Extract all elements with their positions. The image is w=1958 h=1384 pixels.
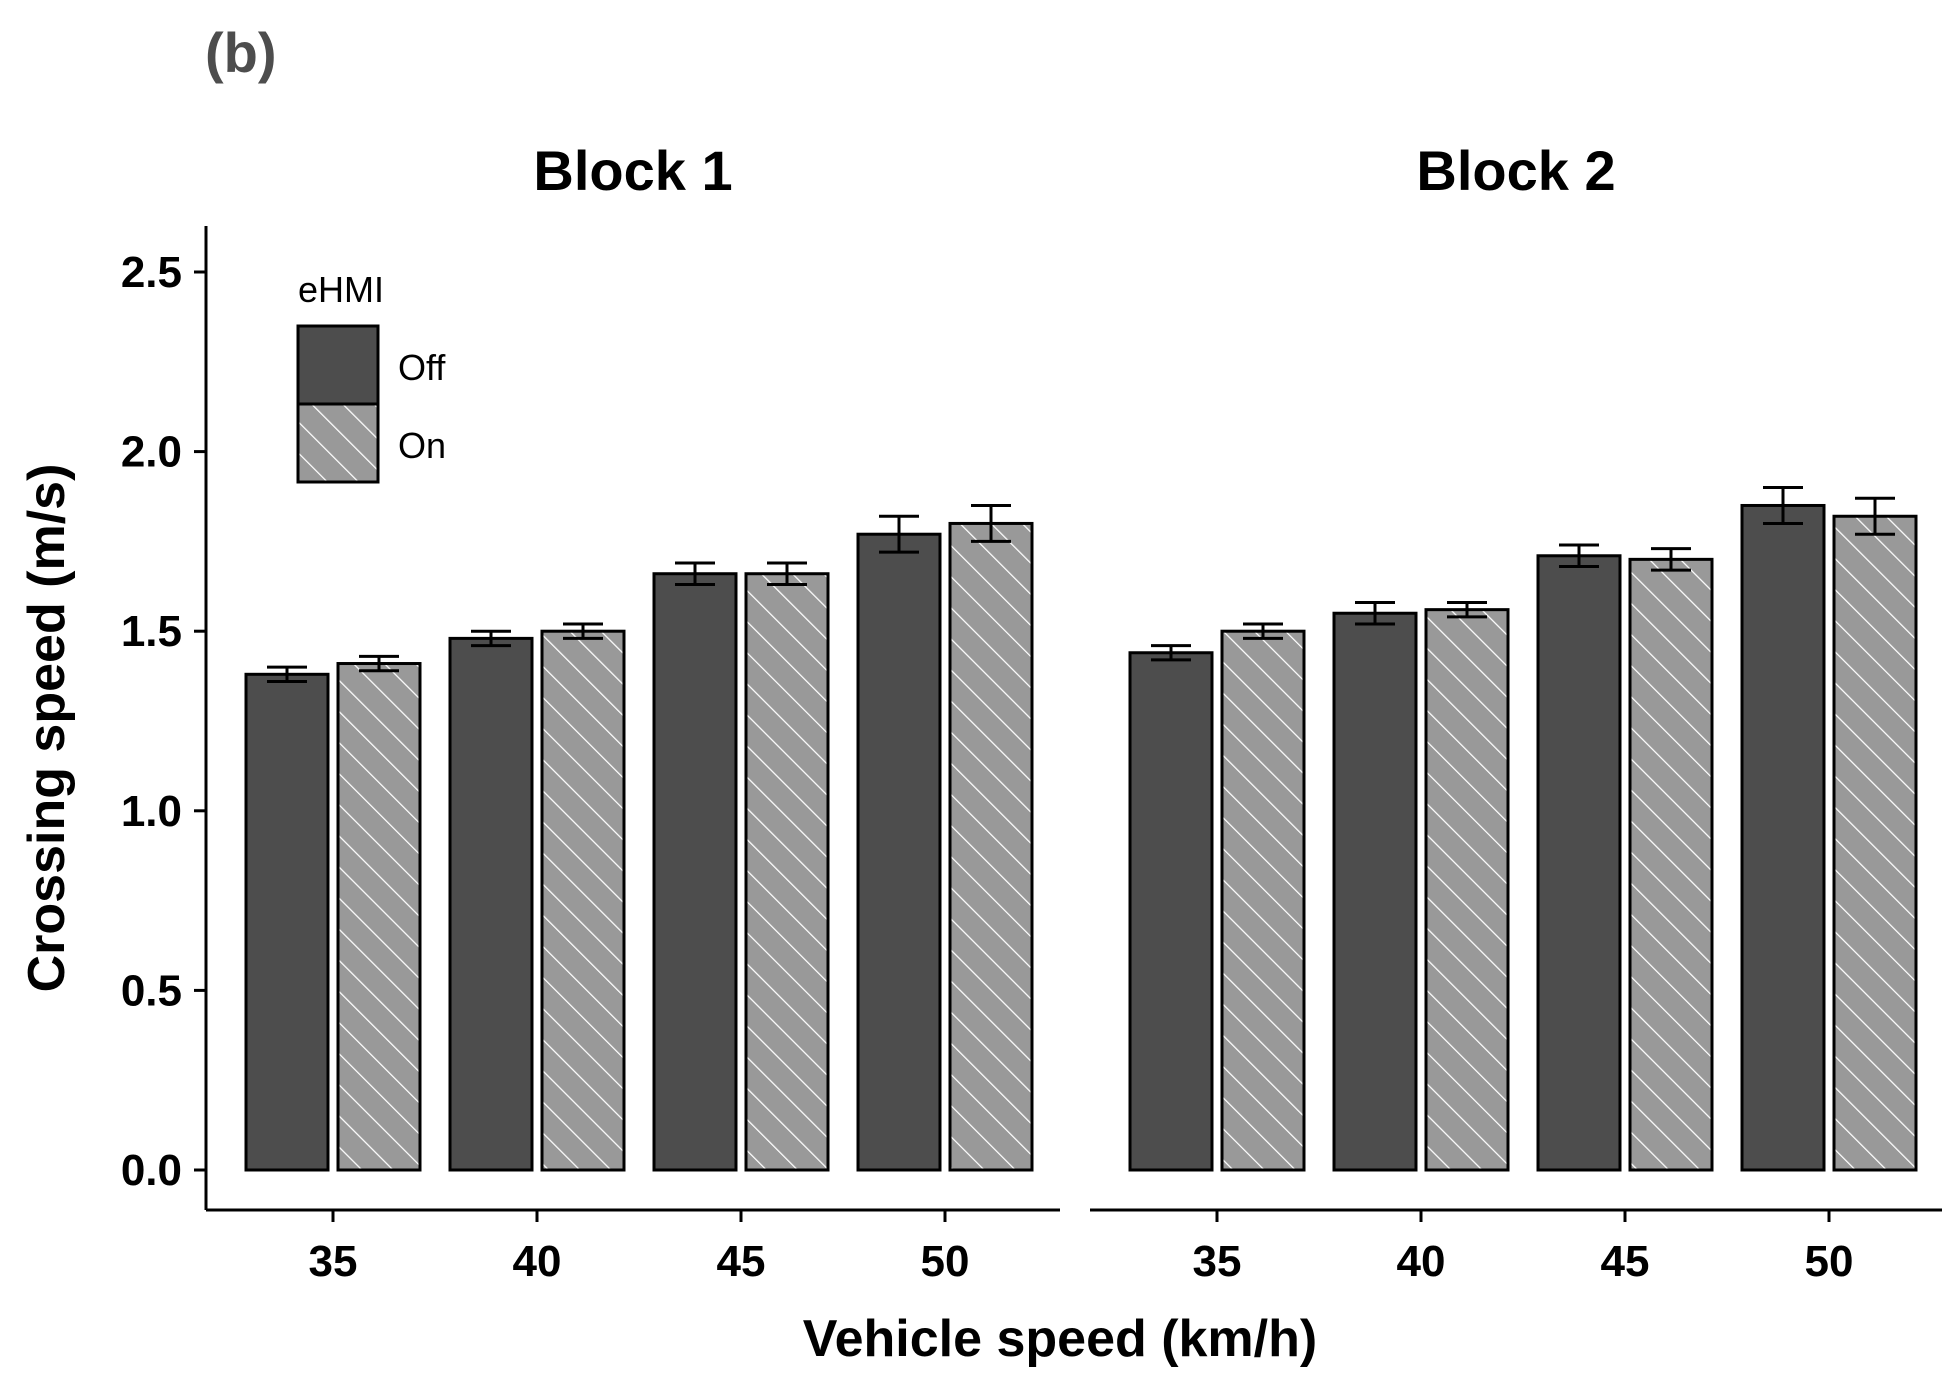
facet-2: Block 2 35 40 45 50 xyxy=(1090,139,1942,1286)
x-axis-title: Vehicle speed (km/h) xyxy=(803,1310,1317,1368)
bar-off xyxy=(448,636,534,1172)
bar-on xyxy=(1424,608,1510,1172)
y-tick-label: 2.5 xyxy=(121,248,182,297)
x-tick-label: 40 xyxy=(1397,1237,1446,1286)
legend-key-on xyxy=(296,402,380,484)
legend-label-off: Off xyxy=(398,347,446,388)
legend: eHMI Off On xyxy=(296,269,446,484)
bar-on xyxy=(744,572,830,1172)
legend-title: eHMI xyxy=(298,269,384,310)
legend-key-off xyxy=(296,324,380,406)
x-tick-label: 50 xyxy=(1805,1237,1854,1286)
facet-title: Block 2 xyxy=(1416,139,1615,202)
facets: Block 1 35 40 45 50 Block 2 35 40 45 50 xyxy=(206,139,1942,1286)
y-tick-label: 1.0 xyxy=(121,787,182,836)
bar-on xyxy=(1220,629,1306,1172)
legend-label-on: On xyxy=(398,425,446,466)
x-tick-label: 45 xyxy=(717,1237,766,1286)
bar-on xyxy=(1628,557,1714,1172)
y-axis: 0.0 0.5 1.0 1.5 2.0 2.5 xyxy=(121,226,208,1210)
x-tick-label: 45 xyxy=(1601,1237,1650,1286)
bar-on xyxy=(948,521,1034,1172)
y-tick-label: 0.5 xyxy=(121,966,182,1015)
y-tick-label: 1.5 xyxy=(121,607,182,656)
y-tick-label: 0.0 xyxy=(121,1146,182,1195)
bar-off xyxy=(1128,651,1214,1172)
facet-title: Block 1 xyxy=(533,139,732,202)
bar-off xyxy=(1740,503,1826,1172)
x-tick-label: 40 xyxy=(513,1237,562,1286)
bar-off xyxy=(652,572,738,1172)
x-tick-label: 35 xyxy=(309,1237,358,1286)
bar-on xyxy=(1832,514,1918,1172)
bar-on xyxy=(336,662,422,1172)
x-tick-label: 50 xyxy=(921,1237,970,1286)
x-tick-label: 35 xyxy=(1193,1237,1242,1286)
y-axis-title: Crossing speed (m/s) xyxy=(18,464,76,993)
y-tick-label: 2.0 xyxy=(121,428,182,477)
facet-1: Block 1 35 40 45 50 xyxy=(206,139,1060,1286)
bar-off xyxy=(1332,611,1418,1172)
bar-off xyxy=(244,672,330,1172)
panel-label: (b) xyxy=(205,21,277,84)
bar-on xyxy=(540,629,626,1172)
bar-off xyxy=(1536,554,1622,1172)
bar-off xyxy=(856,532,942,1172)
